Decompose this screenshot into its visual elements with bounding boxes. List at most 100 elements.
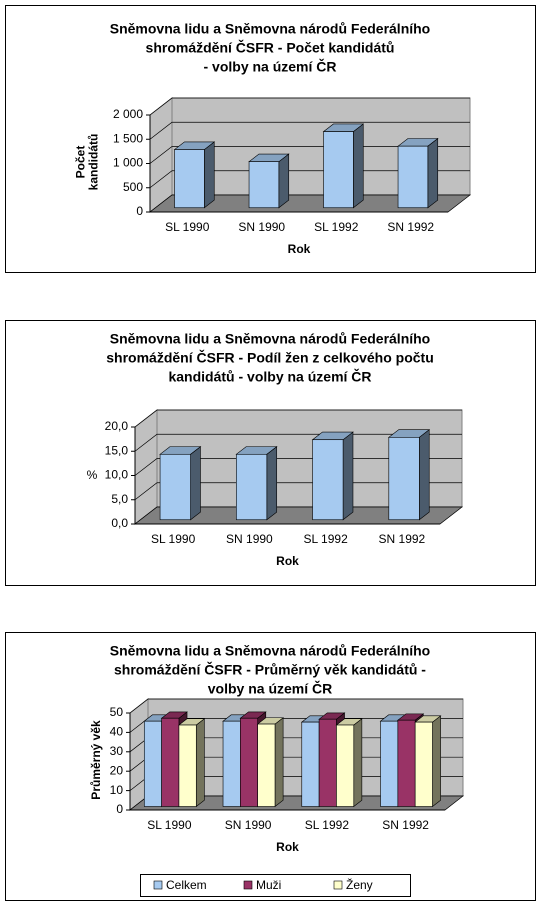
- grid-line: [149, 121, 470, 140]
- bar-side: [278, 153, 290, 209]
- bar: [387, 429, 431, 521]
- y-tick-label: 20,0: [105, 419, 129, 433]
- y-tick-label: 0,0: [111, 516, 128, 530]
- x-axis-label: Rok: [276, 840, 299, 854]
- bar: [159, 446, 202, 521]
- bar-side: [353, 123, 364, 209]
- chart-title: Sněmovna lidu a Sněmovna národů Federáln…: [110, 331, 431, 347]
- y-axis-label: %: [87, 468, 98, 482]
- bar-side: [432, 715, 441, 808]
- chart-title: Sněmovna lidu a Sněmovna národů Federáln…: [110, 21, 431, 37]
- x-tick-label: SL 1992: [303, 532, 348, 546]
- legend-swatch: [333, 880, 343, 890]
- grid-line: [149, 170, 470, 189]
- bar-front: [222, 720, 241, 807]
- grid-line: [149, 97, 470, 116]
- bar-front: [323, 131, 354, 209]
- chart-title: Sněmovna lidu a Sněmovna národů Federáln…: [110, 643, 431, 659]
- bar-front: [240, 717, 258, 807]
- bar-front: [397, 719, 416, 807]
- chart: Sněmovna lidu a Sněmovna národů Federáln…: [5, 5, 536, 273]
- bar-front: [248, 161, 280, 209]
- bar-side: [419, 429, 430, 521]
- bar-front: [380, 720, 399, 807]
- bar-side: [427, 137, 439, 209]
- bar-side: [274, 717, 284, 808]
- legend-swatch: [153, 880, 163, 890]
- chart-title: - volby na území ČR: [203, 58, 336, 75]
- grid-line: [134, 433, 462, 452]
- x-tick-label: SN 1992: [387, 220, 434, 234]
- bar-front: [178, 724, 197, 807]
- y-tick-label: 500: [123, 180, 143, 194]
- y-tick-label: 1 000: [113, 156, 143, 170]
- bar-front: [397, 145, 429, 209]
- bar-front: [312, 439, 344, 521]
- bar-front: [388, 436, 420, 521]
- bar-side: [266, 446, 278, 521]
- bar-side: [342, 431, 354, 521]
- x-tick-label: SN 1990: [225, 818, 272, 832]
- bar-side: [353, 718, 363, 808]
- bar: [397, 137, 439, 209]
- bar-front: [414, 721, 433, 807]
- x-tick-label: SN 1992: [379, 532, 426, 546]
- grid-line: [129, 698, 463, 714]
- bar-side: [190, 446, 201, 521]
- y-tick-label: 10: [110, 783, 124, 797]
- y-axis-label: Počet: [74, 146, 88, 179]
- y-tick-label: 0: [116, 802, 123, 816]
- chart: Sněmovna lidu a Sněmovna národů Federáln…: [5, 320, 536, 586]
- x-tick-label: SN 1990: [238, 220, 285, 234]
- y-tick-label: 20: [110, 763, 124, 777]
- bar: [256, 717, 284, 808]
- y-tick-label: 50: [110, 705, 124, 719]
- x-tick-label: SL 1990: [151, 532, 196, 546]
- y-tick-label: 1 500: [113, 131, 143, 145]
- y-axis-label: kandidátů: [87, 134, 101, 191]
- bar-side: [204, 141, 215, 209]
- x-axis-label: Rok: [288, 242, 311, 256]
- grid-line: [134, 482, 462, 501]
- x-axis-label: Rok: [276, 554, 299, 568]
- bar: [235, 446, 278, 521]
- bar-front: [257, 723, 276, 807]
- grid-line: [134, 409, 462, 428]
- y-tick-label: 15,0: [105, 443, 129, 457]
- legend-label: Celkem: [166, 878, 207, 892]
- chart-title: kandidátů - volby na území ČR: [168, 368, 371, 385]
- bar: [178, 718, 206, 808]
- bar-front: [336, 724, 355, 807]
- x-tick-label: SN 1992: [382, 818, 429, 832]
- bar: [173, 141, 216, 209]
- bar-front: [143, 720, 162, 807]
- bar-front: [161, 717, 180, 807]
- bar: [311, 431, 354, 521]
- bar: [414, 715, 442, 808]
- chart: Sněmovna lidu a Sněmovna národů Federáln…: [5, 632, 536, 901]
- y-tick-label: 5,0: [111, 492, 128, 506]
- y-tick-label: 40: [110, 725, 124, 739]
- bar-side: [195, 718, 205, 808]
- bar-front: [174, 149, 205, 209]
- grid-line: [134, 458, 462, 476]
- bar: [335, 718, 363, 808]
- bar-front: [301, 721, 320, 807]
- bar-front: [236, 453, 268, 521]
- y-tick-label: 2 000: [113, 107, 143, 121]
- x-tick-label: SL 1990: [165, 220, 210, 234]
- legend-frame: [140, 874, 411, 897]
- y-axis-label: Průměrný věk: [89, 720, 103, 800]
- chart-title: shromáždění ČSFR - Podíl žen z celkového…: [106, 349, 434, 366]
- bar-front: [318, 718, 337, 807]
- legend-swatch: [243, 880, 253, 890]
- x-tick-label: SL 1992: [314, 220, 359, 234]
- grid-line: [149, 146, 470, 164]
- x-tick-label: SL 1990: [147, 818, 192, 832]
- legend-label: Ženy: [346, 877, 373, 892]
- y-tick-label: 30: [110, 744, 124, 758]
- bar: [322, 123, 365, 209]
- chart-title: shromáždění ČSFR - Průměrný věk kandidát…: [114, 661, 426, 678]
- bar-front: [159, 453, 191, 521]
